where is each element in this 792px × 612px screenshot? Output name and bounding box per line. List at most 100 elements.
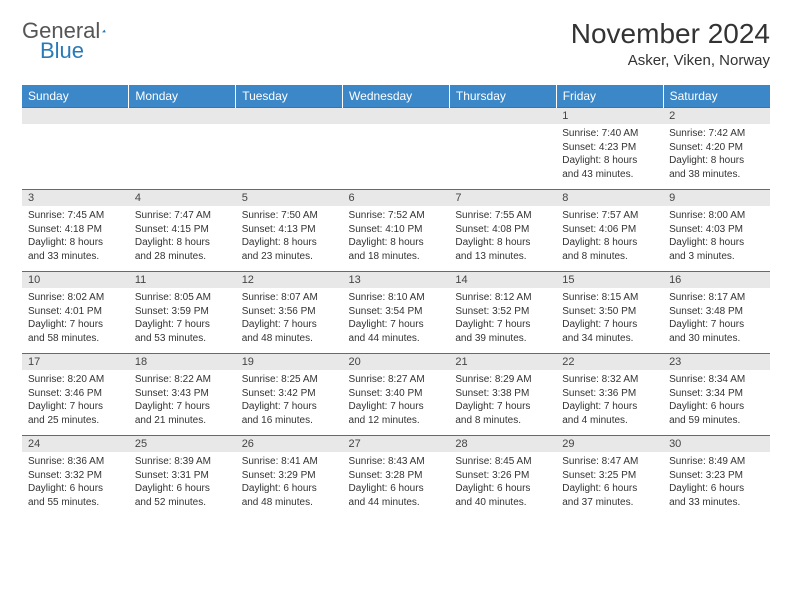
weekday-header: Monday	[129, 85, 236, 108]
day-details: Sunrise: 8:15 AMSunset: 3:50 PMDaylight:…	[556, 288, 663, 354]
day-number	[236, 108, 343, 125]
day-details: Sunrise: 8:17 AMSunset: 3:48 PMDaylight:…	[663, 288, 770, 354]
sunrise-text: Sunrise: 8:45 AM	[455, 455, 550, 469]
day-number: 23	[663, 354, 770, 371]
daylight-text: and 43 minutes.	[562, 168, 657, 182]
sunrise-text: Sunrise: 8:27 AM	[349, 373, 444, 387]
detail-row: Sunrise: 8:36 AMSunset: 3:32 PMDaylight:…	[22, 452, 770, 517]
day-number	[22, 108, 129, 125]
sunset-text: Sunset: 4:01 PM	[28, 305, 123, 319]
sunrise-text: Sunrise: 7:45 AM	[28, 209, 123, 223]
daylight-text: Daylight: 8 hours	[562, 236, 657, 250]
header: General November 2024 Asker, Viken, Norw…	[22, 18, 770, 69]
sunrise-text: Sunrise: 8:34 AM	[669, 373, 764, 387]
sunset-text: Sunset: 3:29 PM	[242, 469, 337, 483]
day-number: 2	[663, 108, 770, 125]
daylight-text: and 13 minutes.	[455, 250, 550, 264]
daylight-text: Daylight: 7 hours	[242, 318, 337, 332]
logo-triangle-icon	[102, 23, 106, 39]
sunset-text: Sunset: 3:42 PM	[242, 387, 337, 401]
sunset-text: Sunset: 3:43 PM	[135, 387, 230, 401]
daylight-text: Daylight: 6 hours	[562, 482, 657, 496]
daylight-text: Daylight: 7 hours	[135, 400, 230, 414]
daylight-text: Daylight: 8 hours	[349, 236, 444, 250]
day-number: 6	[343, 190, 450, 207]
daylight-text: and 44 minutes.	[349, 496, 444, 510]
logo-line2: Blue	[40, 38, 84, 64]
day-details: Sunrise: 8:02 AMSunset: 4:01 PMDaylight:…	[22, 288, 129, 354]
day-number: 12	[236, 272, 343, 289]
sunrise-text: Sunrise: 8:39 AM	[135, 455, 230, 469]
day-details: Sunrise: 8:29 AMSunset: 3:38 PMDaylight:…	[449, 370, 556, 436]
daylight-text: and 55 minutes.	[28, 496, 123, 510]
daylight-text: Daylight: 7 hours	[349, 400, 444, 414]
daylight-text: Daylight: 6 hours	[455, 482, 550, 496]
day-number: 24	[22, 436, 129, 453]
sunset-text: Sunset: 4:13 PM	[242, 223, 337, 237]
sunrise-text: Sunrise: 8:12 AM	[455, 291, 550, 305]
day-details: Sunrise: 8:41 AMSunset: 3:29 PMDaylight:…	[236, 452, 343, 517]
day-details: Sunrise: 7:40 AMSunset: 4:23 PMDaylight:…	[556, 124, 663, 190]
sunset-text: Sunset: 3:59 PM	[135, 305, 230, 319]
sunset-text: Sunset: 4:20 PM	[669, 141, 764, 155]
sunrise-text: Sunrise: 8:20 AM	[28, 373, 123, 387]
daylight-text: and 16 minutes.	[242, 414, 337, 428]
daylight-text: and 58 minutes.	[28, 332, 123, 346]
day-number: 19	[236, 354, 343, 371]
day-details: Sunrise: 7:52 AMSunset: 4:10 PMDaylight:…	[343, 206, 450, 272]
daylight-text: and 8 minutes.	[562, 250, 657, 264]
sunrise-text: Sunrise: 7:57 AM	[562, 209, 657, 223]
daylight-text: Daylight: 8 hours	[28, 236, 123, 250]
sunset-text: Sunset: 3:52 PM	[455, 305, 550, 319]
daylight-text: Daylight: 6 hours	[28, 482, 123, 496]
daylight-text: Daylight: 7 hours	[28, 400, 123, 414]
day-details: Sunrise: 8:45 AMSunset: 3:26 PMDaylight:…	[449, 452, 556, 517]
weekday-header: Friday	[556, 85, 663, 108]
daylight-text: and 18 minutes.	[349, 250, 444, 264]
daylight-text: and 37 minutes.	[562, 496, 657, 510]
sunrise-text: Sunrise: 7:55 AM	[455, 209, 550, 223]
daylight-text: Daylight: 8 hours	[562, 154, 657, 168]
day-number: 18	[129, 354, 236, 371]
sunset-text: Sunset: 4:18 PM	[28, 223, 123, 237]
sunrise-text: Sunrise: 8:25 AM	[242, 373, 337, 387]
sunrise-text: Sunrise: 8:10 AM	[349, 291, 444, 305]
sunset-text: Sunset: 3:26 PM	[455, 469, 550, 483]
day-details	[449, 124, 556, 190]
sunset-text: Sunset: 3:54 PM	[349, 305, 444, 319]
weekday-header-row: Sunday Monday Tuesday Wednesday Thursday…	[22, 85, 770, 108]
daylight-text: Daylight: 6 hours	[349, 482, 444, 496]
weekday-header: Sunday	[22, 85, 129, 108]
sunrise-text: Sunrise: 8:15 AM	[562, 291, 657, 305]
daylight-text: and 21 minutes.	[135, 414, 230, 428]
sunset-text: Sunset: 3:50 PM	[562, 305, 657, 319]
daylight-text: Daylight: 8 hours	[455, 236, 550, 250]
sunrise-text: Sunrise: 8:32 AM	[562, 373, 657, 387]
sunrise-text: Sunrise: 8:29 AM	[455, 373, 550, 387]
sunrise-text: Sunrise: 7:47 AM	[135, 209, 230, 223]
sunset-text: Sunset: 3:46 PM	[28, 387, 123, 401]
daylight-text: and 4 minutes.	[562, 414, 657, 428]
day-details: Sunrise: 8:36 AMSunset: 3:32 PMDaylight:…	[22, 452, 129, 517]
day-number: 30	[663, 436, 770, 453]
day-details	[129, 124, 236, 190]
day-details: Sunrise: 7:45 AMSunset: 4:18 PMDaylight:…	[22, 206, 129, 272]
title-block: November 2024 Asker, Viken, Norway	[571, 18, 770, 69]
daylight-text: and 38 minutes.	[669, 168, 764, 182]
day-number: 13	[343, 272, 450, 289]
sunrise-text: Sunrise: 8:41 AM	[242, 455, 337, 469]
daylight-text: Daylight: 7 hours	[455, 400, 550, 414]
day-number	[129, 108, 236, 125]
daylight-text: and 39 minutes.	[455, 332, 550, 346]
detail-row: Sunrise: 8:02 AMSunset: 4:01 PMDaylight:…	[22, 288, 770, 354]
day-number: 20	[343, 354, 450, 371]
sunrise-text: Sunrise: 8:05 AM	[135, 291, 230, 305]
day-details: Sunrise: 8:49 AMSunset: 3:23 PMDaylight:…	[663, 452, 770, 517]
sunrise-text: Sunrise: 7:50 AM	[242, 209, 337, 223]
sunrise-text: Sunrise: 8:36 AM	[28, 455, 123, 469]
daylight-text: and 30 minutes.	[669, 332, 764, 346]
detail-row: Sunrise: 7:40 AMSunset: 4:23 PMDaylight:…	[22, 124, 770, 190]
day-number: 3	[22, 190, 129, 207]
day-number: 27	[343, 436, 450, 453]
sunset-text: Sunset: 3:48 PM	[669, 305, 764, 319]
